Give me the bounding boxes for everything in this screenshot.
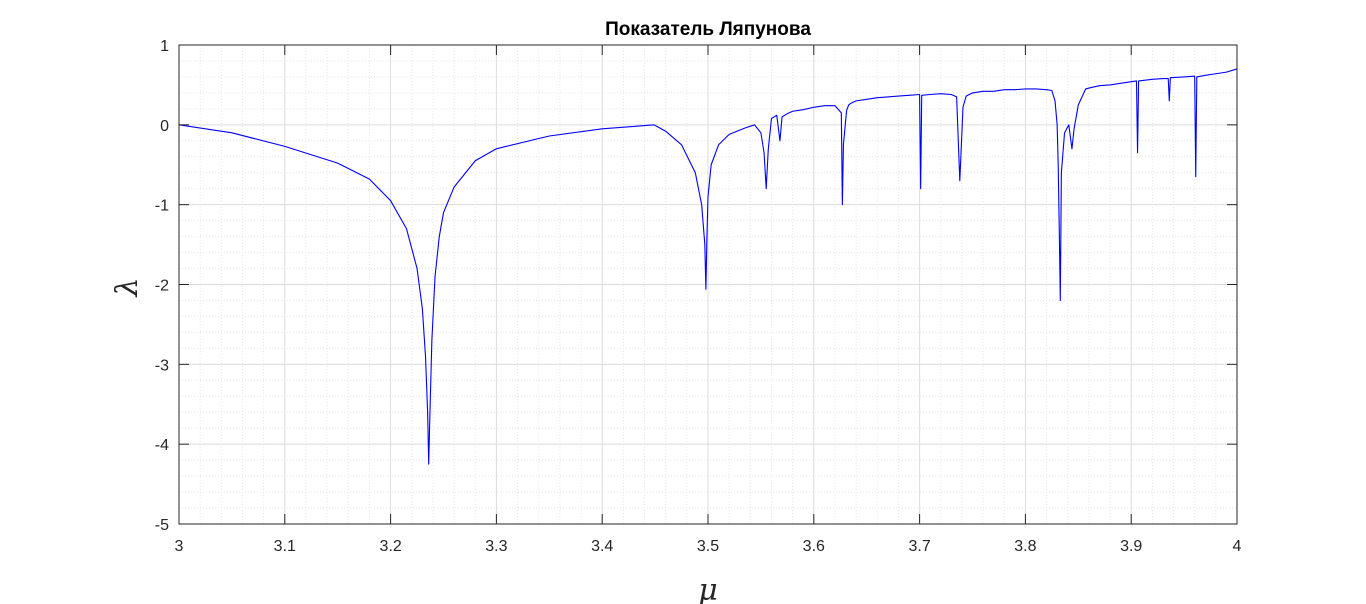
x-tick-label: 3.2 [379, 538, 401, 555]
y-tick-label: -2 [155, 278, 169, 295]
x-tick-label: 3.4 [591, 538, 613, 555]
x-tick-label: 3.1 [274, 538, 296, 555]
x-axis-label: μ [698, 573, 718, 604]
lyapunov-series-line [178, 68, 1238, 465]
x-axis-ticks: 3 3.1 3.2 3.3 3.4 3.5 3.6 3.7 3.8 3.9 4 [175, 45, 1242, 555]
y-axis-ticks: 1 0 -1 -2 -3 -4 -5 [155, 38, 1237, 534]
x-tick-label: 3.6 [803, 538, 825, 555]
chart-title: Показатель Ляпунова [605, 19, 811, 40]
x-tick-label: 3.3 [485, 538, 507, 555]
y-tick-label: -5 [155, 517, 169, 534]
y-tick-label: -3 [155, 357, 169, 374]
x-tick-label: 3.5 [697, 538, 719, 555]
y-tick-label: -4 [155, 437, 169, 454]
x-tick-label: 3.7 [908, 538, 930, 555]
x-tick-label: 3.8 [1014, 538, 1036, 555]
y-axis-label: λ [110, 277, 145, 297]
y-tick-label: -1 [155, 198, 169, 215]
x-tick-label: 3.9 [1120, 538, 1142, 555]
x-tick-label: 4 [1233, 538, 1242, 555]
x-tick-label: 3 [175, 538, 184, 555]
y-tick-label: 0 [160, 118, 169, 135]
y-tick-label: 1 [160, 38, 169, 55]
